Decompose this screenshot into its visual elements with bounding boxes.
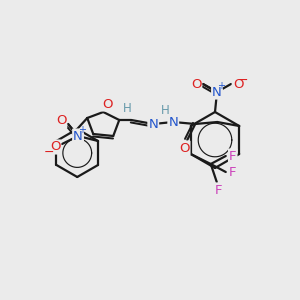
Text: N: N [168, 116, 178, 128]
Text: +: + [217, 81, 225, 91]
Text: H: H [123, 101, 132, 115]
Text: O: O [50, 140, 60, 154]
Text: O: O [233, 77, 243, 91]
Text: −: − [238, 74, 248, 86]
Text: N: N [148, 118, 158, 130]
Text: O: O [179, 142, 190, 154]
Text: O: O [191, 77, 201, 91]
Text: F: F [215, 184, 223, 196]
Text: N: N [73, 130, 83, 142]
Text: F: F [229, 149, 236, 163]
Text: +: + [78, 125, 86, 135]
Text: −: − [44, 146, 54, 158]
Text: O: O [56, 115, 66, 128]
Text: H: H [161, 103, 170, 116]
Text: N: N [212, 85, 222, 98]
Text: F: F [229, 166, 236, 178]
Text: O: O [102, 98, 112, 110]
